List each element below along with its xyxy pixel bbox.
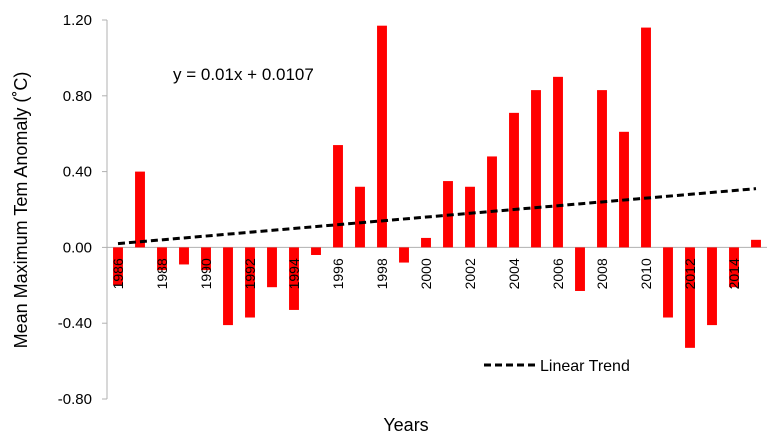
x-tick-label-1998: 1998 [374, 258, 390, 289]
y-tick-label: 0.80 [63, 88, 92, 105]
bar-2013 [707, 247, 717, 326]
bar-2000 [421, 237, 431, 248]
x-tick-label-1992: 1992 [242, 258, 258, 289]
x-tick-label-2012: 2012 [682, 258, 698, 289]
x-axis-label: Years [383, 415, 428, 435]
x-tick-label-2010: 2010 [638, 258, 654, 289]
x-tick-label-1986: 1986 [110, 258, 126, 289]
x-tick-label-2002: 2002 [462, 258, 478, 289]
bar-1995 [311, 247, 321, 255]
bar-1987 [135, 171, 145, 248]
bar-2005 [531, 90, 541, 248]
x-tick-label-2014: 2014 [726, 258, 742, 289]
bar-2006 [553, 76, 563, 248]
x-tick-label-2000: 2000 [418, 258, 434, 289]
bar-1999 [399, 247, 409, 263]
bar-1993 [267, 247, 277, 288]
bar-1998 [377, 25, 387, 248]
bar-2004 [509, 112, 519, 248]
x-tick-label-1996: 1996 [330, 258, 346, 289]
bars-group [113, 25, 761, 348]
y-tick-label: 1.20 [63, 12, 92, 29]
bar-2002 [465, 186, 475, 248]
x-tick-label-2008: 2008 [594, 258, 610, 289]
bar-2007 [575, 247, 585, 291]
bar-2008 [597, 90, 607, 248]
x-tick-label-1988: 1988 [154, 258, 170, 289]
bar-1994 [289, 247, 299, 310]
trend-equation: y = 0.01x + 0.0107 [173, 65, 314, 84]
bar-1996 [333, 145, 343, 248]
bar-1986 [113, 247, 123, 286]
y-tick-label: 0.40 [63, 164, 92, 181]
y-tick-label: -0.80 [58, 391, 92, 408]
bar-2011 [663, 247, 673, 318]
bar-1990 [201, 247, 211, 271]
bar-1991 [223, 247, 233, 326]
bar-1988 [157, 247, 167, 271]
x-axis-ticks: 1986 1988 1990 1992 1994 1996 1998 2000 2002 2004… [110, 258, 742, 289]
legend-trend-label: Linear Trend [540, 358, 630, 375]
x-tick-label-2006: 2006 [550, 258, 566, 289]
bar-1992 [245, 247, 255, 318]
trend-line [117, 187, 757, 246]
bar-2014 [729, 247, 739, 288]
legend: Linear Trend [484, 358, 630, 375]
y-tick-label: -0.40 [58, 315, 92, 332]
x-tick-label-2004: 2004 [506, 258, 522, 289]
x-tick-label-1990: 1990 [198, 258, 214, 289]
x-tick-label-1994: 1994 [286, 258, 302, 289]
y-axis-ticks: -0.80 -0.40 0.00 0.40 0.80 1.20 [58, 12, 107, 408]
bar-2012 [685, 247, 695, 348]
bar-2015 [751, 239, 761, 248]
y-tick-label: 0.00 [63, 239, 92, 256]
bar-2003 [487, 156, 497, 248]
bar-1989 [179, 247, 189, 265]
bar-2010 [641, 27, 651, 248]
bar-1997 [355, 186, 365, 248]
y-axis-label: Mean Maximum Tem Anomaly (˚C) [11, 72, 31, 349]
bar-2009 [619, 131, 629, 248]
